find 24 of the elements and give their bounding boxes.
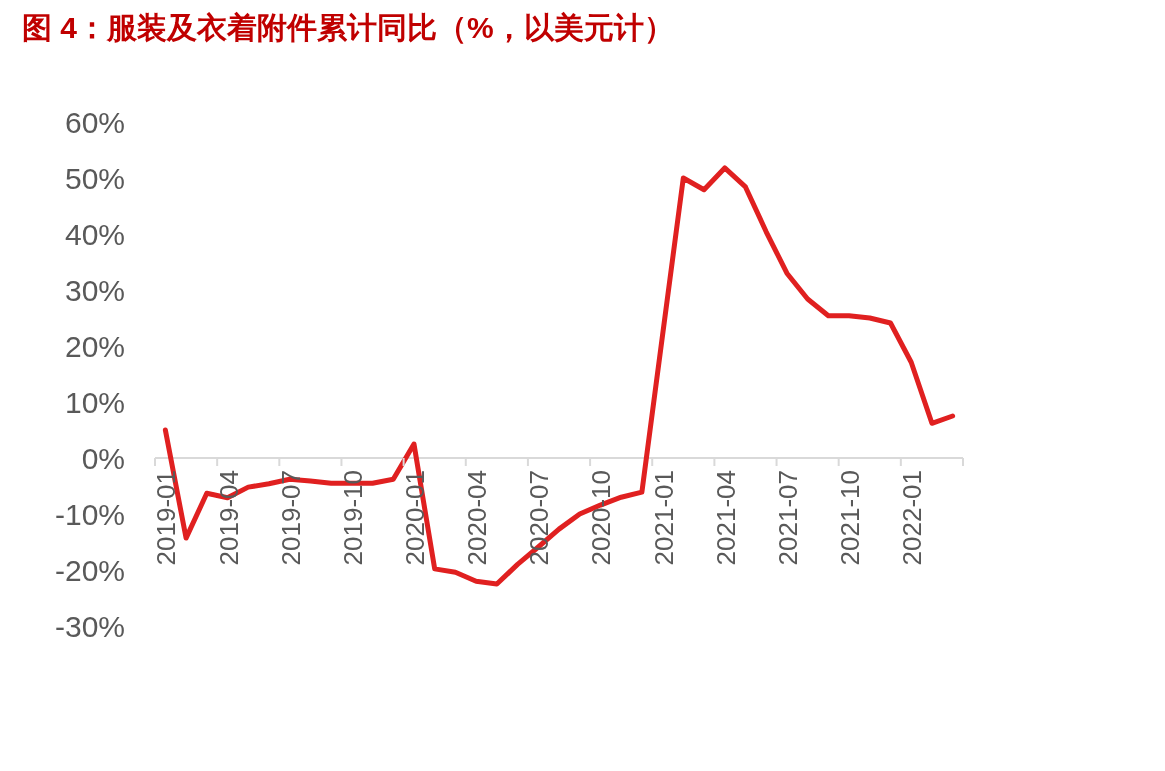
y-tick-label: 0% xyxy=(81,442,125,475)
y-tick-label: 30% xyxy=(64,274,125,307)
y-tick-label: -10% xyxy=(54,498,125,531)
x-tick-label: 2020-01 xyxy=(399,470,430,566)
x-tick-label: 2021-01 xyxy=(648,470,679,566)
x-tick-label: 2020-04 xyxy=(462,470,493,566)
y-tick-label: -20% xyxy=(54,554,125,587)
y-tick-label: 40% xyxy=(64,218,125,251)
y-tick-label: 50% xyxy=(64,162,125,195)
x-tick-label: 2020-07 xyxy=(524,470,555,566)
x-tick-label: 2019-10 xyxy=(337,470,368,566)
x-tick-label: 2022-01 xyxy=(897,470,928,566)
y-tick-label: -30% xyxy=(54,610,125,643)
y-tick-label: 20% xyxy=(64,330,125,363)
x-tick-label: 2019-07 xyxy=(275,470,306,566)
x-tick-label: 2021-10 xyxy=(835,470,866,566)
y-tick-label: 10% xyxy=(64,386,125,419)
x-tick-label: 2020-10 xyxy=(586,470,617,566)
x-tick-label: 2021-07 xyxy=(772,470,803,566)
x-tick-label: 2019-01 xyxy=(151,470,182,566)
chart-title: 图 4：服装及衣着附件累计同比（%，以美元计） xyxy=(22,11,674,44)
x-tick-label: 2019-04 xyxy=(213,470,244,566)
y-tick-label: 60% xyxy=(64,106,125,139)
x-tick-label: 2021-04 xyxy=(710,470,741,566)
